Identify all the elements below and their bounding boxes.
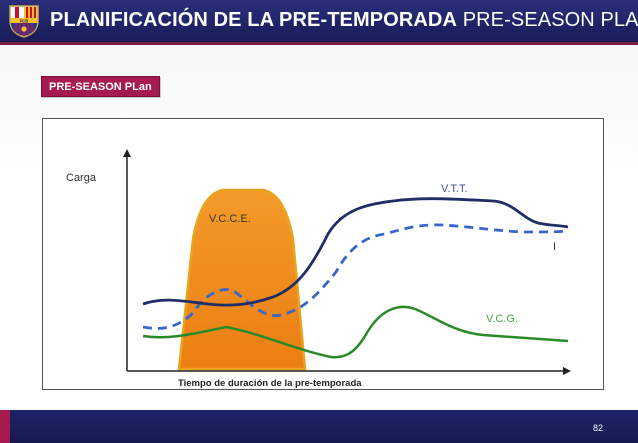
y-axis-label: Carga [66,172,97,184]
header-bar: FCB PLANIFICACIÓN DE LA PRE-TEMPORADA PR… [0,0,638,45]
svg-text:FCB: FCB [20,18,29,23]
footer-accent [0,410,10,443]
section-label: PRE-SEASON PLan [41,76,160,97]
vcce-label: V.C.C.E. [209,213,251,225]
diagram-panel: Carga Tiempo de duración de la pre-tempo… [42,118,604,390]
footer-bar: 82 [0,410,638,443]
page-title: PLANIFICACIÓN DE LA PRE-TEMPORADA PRE-SE… [50,9,638,32]
diagram-canvas: Carga Tiempo de duración de la pre-tempo… [66,149,571,389]
vcg-label: V.C.G. [486,313,518,325]
x-axis-label: Tiempo de duración de la pre-temporada [178,378,362,389]
vcce-area [177,188,307,371]
title-normal: PRE-SEASON PLAN [462,9,638,31]
title-bold: PLANIFICACIÓN DE LA PRE-TEMPORADA [50,9,458,31]
i-mark-label: I [553,241,556,253]
fcb-crest-icon: FCB [9,5,39,38]
vcg-curve [142,305,569,359]
vtt-label: V.T.T. [441,183,468,195]
y-axis-arrow [123,149,131,157]
page-number: 82 [592,423,603,433]
x-axis-arrow [563,367,571,375]
dashed-curve [142,223,569,330]
vtt-curve [142,197,569,307]
